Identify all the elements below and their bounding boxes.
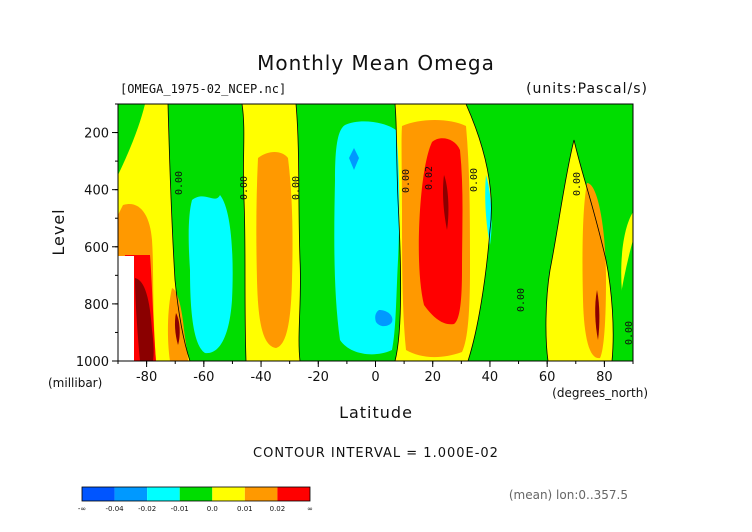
shade-pos-darkred-2 xyxy=(174,313,180,345)
y-tick-label: 600 xyxy=(84,241,109,256)
y-tick-label: 1000 xyxy=(76,355,109,370)
contour-label: 0.00 xyxy=(469,168,480,192)
colorbar-swatch xyxy=(179,487,213,501)
y-axis-label: Level xyxy=(49,208,68,255)
shade-pos-red-north-trop xyxy=(418,138,463,325)
colorbar-label: -0.04 xyxy=(106,505,125,513)
chart-title: Monthly Mean Omega xyxy=(257,51,495,75)
missing-data-region xyxy=(118,256,134,361)
contour-label: 0.00 xyxy=(239,176,250,200)
colorbar-label: 0.02 xyxy=(270,505,286,513)
contour-label: 0.02 xyxy=(424,166,435,190)
x-tick-label: 20 xyxy=(424,370,441,385)
shade-neg-blue-2 xyxy=(375,310,393,327)
colorbar-frame xyxy=(81,486,311,502)
y-tick-label: 800 xyxy=(84,298,109,313)
shade-pos-darkred-1 xyxy=(135,278,154,361)
contour-label: 0.00 xyxy=(516,288,527,312)
contour-label: 0.00 xyxy=(401,169,412,193)
contour-label: 0.00 xyxy=(291,176,302,200)
shade-neg-cyan-south xyxy=(188,195,233,354)
contour-label: 0.00 xyxy=(572,172,583,196)
colorbar-swatch xyxy=(277,487,310,501)
y-tick-label: 400 xyxy=(84,184,109,199)
x-tick-label: -60 xyxy=(193,370,214,385)
contour-line xyxy=(241,104,247,361)
x-tick-label: 40 xyxy=(482,370,499,385)
colorbar-label: -∞ xyxy=(78,505,86,513)
x-tick-label: -40 xyxy=(250,370,271,385)
x-tick-label: -80 xyxy=(136,370,157,385)
shade-pos-orange-north-edge xyxy=(582,183,606,359)
contour-field xyxy=(118,104,633,361)
colorbar: -∞ -0.04 -0.02 -0.01 0.0 0.01 0.02 ∞ xyxy=(78,486,313,513)
colorbar-label: ∞ xyxy=(307,505,313,513)
y-tick-label: 200 xyxy=(84,127,109,142)
contour-line xyxy=(394,104,402,361)
colorbar-label: 0.0 xyxy=(207,505,218,513)
colorbar-swatch xyxy=(212,487,245,501)
colorbar-swatch xyxy=(82,487,115,501)
x-units-label: (degrees_north) xyxy=(552,386,648,400)
colorbar-label: 0.01 xyxy=(237,505,253,513)
contour-interval: CONTOUR INTERVAL = 1.000E-02 xyxy=(253,446,499,461)
colorbar-swatch xyxy=(244,487,278,501)
colorbar-swatch xyxy=(114,487,148,501)
shade-pos-orange-south-mid xyxy=(256,152,293,348)
x-tick-label: -20 xyxy=(308,370,329,385)
x-axis-label: Latitude xyxy=(339,403,413,422)
units-label: (units:Pascal/s) xyxy=(526,81,648,97)
y-units-label: (millibar) xyxy=(48,376,102,390)
x-axis: -80 -60 -40 -20 0 20 40 60 80 xyxy=(117,361,634,385)
x-tick-label: 60 xyxy=(539,370,556,385)
y-axis: 200 400 600 800 1000 xyxy=(76,103,118,370)
contour-line xyxy=(465,104,492,361)
contour-line xyxy=(545,139,614,361)
contour-label: 0.00 xyxy=(624,321,635,345)
file-label: [OMEGA_1975-02_NCEP.nc] xyxy=(120,82,286,96)
mean-label: (mean) lon:0..357.5 xyxy=(509,488,628,502)
shade-neg-cyan-equator xyxy=(334,121,400,355)
shade-pos-darkred-4 xyxy=(443,175,449,230)
contour-line xyxy=(295,104,301,361)
contour-labels: 0.00 0.00 0.00 0.00 0.02 0.00 0.00 0.00 … xyxy=(174,166,635,345)
colorbar-label: -0.01 xyxy=(171,505,189,513)
x-tick-label: 0 xyxy=(371,370,379,385)
shade-neg-north-mid xyxy=(466,104,633,361)
shade-pos-darkred-3 xyxy=(595,290,600,340)
shade-neg-south-polar xyxy=(118,104,145,175)
colorbar-swatch xyxy=(147,487,180,501)
x-tick-label: 80 xyxy=(596,370,613,385)
contour-line xyxy=(167,104,191,361)
colorbar-label: -0.02 xyxy=(138,505,156,513)
contour-label: 0.00 xyxy=(174,171,185,195)
shade-neg-north-edge xyxy=(612,240,633,361)
shade-neg-blue-1 xyxy=(349,148,359,170)
